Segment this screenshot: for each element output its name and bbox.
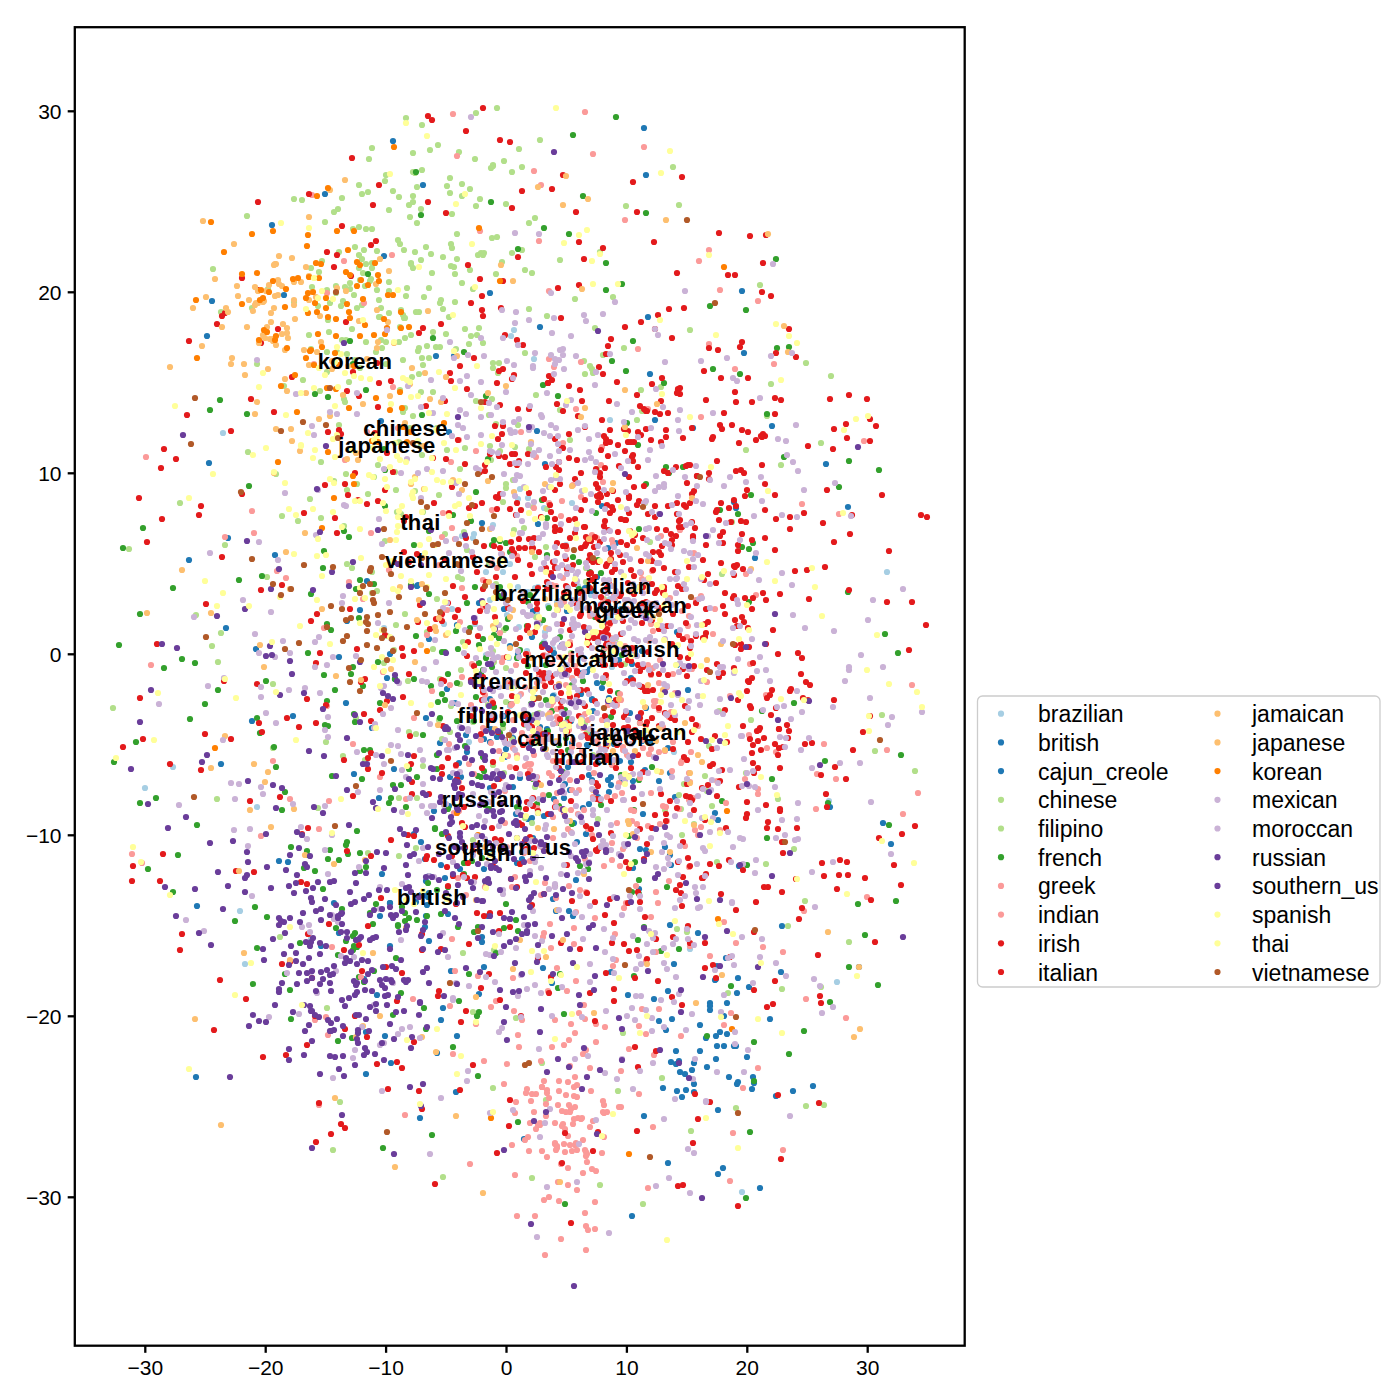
svg-text:−10: −10 xyxy=(368,1356,404,1379)
svg-text:20: 20 xyxy=(736,1356,759,1379)
svg-text:brazilian: brazilian xyxy=(494,581,587,606)
svg-text:−10: −10 xyxy=(26,824,62,847)
svg-text:10: 10 xyxy=(615,1356,638,1379)
svg-text:french: french xyxy=(472,669,542,694)
svg-text:30: 30 xyxy=(38,100,61,123)
svg-text:irish: irish xyxy=(1038,931,1080,957)
svg-text:moroccan: moroccan xyxy=(1252,816,1353,842)
svg-text:russian: russian xyxy=(1252,845,1326,871)
svg-text:−20: −20 xyxy=(248,1356,284,1379)
svg-text:indian: indian xyxy=(1038,902,1099,928)
svg-text:0: 0 xyxy=(50,643,62,666)
svg-text:jamaican: jamaican xyxy=(1251,701,1344,727)
svg-text:irish: irish xyxy=(462,841,510,866)
svg-text:italian: italian xyxy=(1038,960,1098,986)
svg-text:indian: indian xyxy=(554,745,621,770)
svg-text:−30: −30 xyxy=(127,1356,163,1379)
svg-text:filipino: filipino xyxy=(1038,816,1103,842)
svg-text:russian: russian xyxy=(442,787,523,812)
svg-text:japanese: japanese xyxy=(337,433,435,458)
svg-text:vietnamese: vietnamese xyxy=(1252,960,1370,986)
svg-text:british: british xyxy=(397,885,467,910)
svg-text:chinese: chinese xyxy=(1038,787,1117,813)
svg-text:filipino: filipino xyxy=(457,703,532,728)
svg-text:0: 0 xyxy=(501,1356,513,1379)
svg-text:greek: greek xyxy=(595,598,656,623)
svg-text:−30: −30 xyxy=(26,1186,62,1209)
svg-text:spanish: spanish xyxy=(1252,902,1331,928)
svg-text:korean: korean xyxy=(1252,759,1322,785)
svg-text:japanese: japanese xyxy=(1251,730,1345,756)
svg-text:−20: −20 xyxy=(26,1005,62,1028)
svg-text:greek: greek xyxy=(1038,873,1096,899)
svg-text:vietnamese: vietnamese xyxy=(385,548,509,573)
svg-text:thai: thai xyxy=(1252,931,1289,957)
svg-text:british: british xyxy=(1038,730,1099,756)
svg-text:thai: thai xyxy=(400,510,441,535)
svg-text:french: french xyxy=(1038,845,1102,871)
svg-text:jamaican: jamaican xyxy=(589,720,687,745)
svg-text:brazilian: brazilian xyxy=(1038,701,1124,727)
svg-text:cajun_creole: cajun_creole xyxy=(1038,759,1168,785)
svg-text:20: 20 xyxy=(38,281,61,304)
svg-text:korean: korean xyxy=(318,349,393,374)
svg-text:southern_us: southern_us xyxy=(1252,873,1379,899)
svg-text:30: 30 xyxy=(856,1356,879,1379)
svg-text:10: 10 xyxy=(38,462,61,485)
svg-text:mexican: mexican xyxy=(1252,787,1338,813)
